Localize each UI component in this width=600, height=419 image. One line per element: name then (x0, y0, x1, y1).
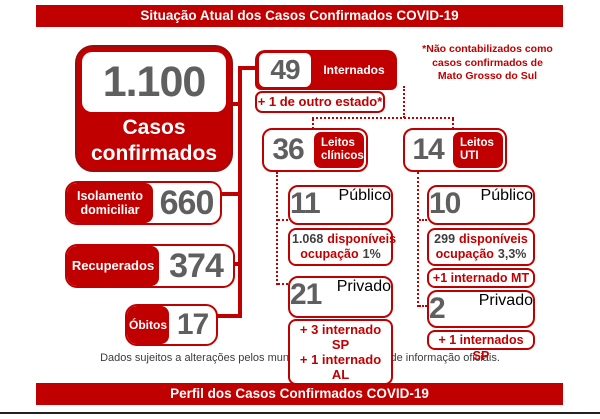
dotted-line-icu-drop (452, 119, 454, 129)
clinical-private-note-sp: + 3 internado SP (299, 322, 382, 352)
icu-beds-label: Leitos UTI (453, 132, 503, 168)
occupancy-label: ocupação (435, 247, 494, 261)
hospitalized-note: + 1 de outro estado* (255, 91, 385, 113)
icu-public-count: 10 (429, 187, 461, 220)
deaths-count: 17 (176, 308, 209, 341)
clinical-public-card: 11 Público 1.068 disponíveis ocupação 1% (288, 185, 397, 266)
dotted-branch-icu-private (419, 305, 427, 307)
footnote: *Não contabilizados como casos confirmad… (410, 43, 565, 84)
footnote-line: *Não contabilizados como (422, 43, 553, 55)
connector-line-isolation (220, 192, 240, 196)
clinical-private-note-al: + 1 internado AL (299, 352, 382, 382)
confirmed-count: 1.100 (102, 57, 207, 106)
dotted-line-clinical-column (276, 172, 278, 285)
clinical-beds-label: Leitos clínicos (314, 132, 364, 168)
deaths-label: Óbitos (127, 306, 169, 344)
footnote-line: casos confirmados de (432, 56, 543, 69)
dotted-branch-clinical-private (278, 283, 288, 285)
home-isolation-count: 660 (159, 183, 215, 222)
occupancy-label: ocupação (300, 247, 359, 261)
bottom-divider (0, 412, 600, 414)
confirmed-count-box: 1.100 (82, 52, 226, 112)
dotted-line-icu-column (417, 172, 419, 307)
recovered-count: 374 (169, 246, 224, 285)
header-banner: Situação Atual dos Casos Confirmados COV… (36, 5, 563, 27)
footnote-line: Mato Grosso do Sul (437, 70, 538, 82)
dotted-branch-icu-public (419, 219, 427, 221)
clinical-private-notes: + 3 internado SP + 1 internado AL (288, 319, 393, 385)
recovered-label: Recuperados (67, 246, 159, 286)
hospitalized-card: 49 Internados + 1 de outro estado* (255, 50, 397, 113)
recovered-card: Recuperados 374 (65, 244, 235, 288)
icu-private-label: Privado (478, 292, 533, 309)
icu-public-label: Público (480, 187, 533, 204)
occupancy-value: 3,3% (497, 247, 527, 261)
dotted-line-beds-horizontal (312, 117, 454, 119)
hospitalized-main: 49 Internados (255, 50, 397, 90)
clinical-private-card: 21 Privado + 3 internado SP + 1 internad… (288, 276, 393, 385)
hospitalized-count: 49 (270, 54, 300, 85)
connector-line-deaths (216, 314, 240, 318)
hospitalized-label: Internados (323, 63, 385, 77)
icu-public-info: 299 disponíveis ocupação 3,3% (427, 228, 535, 266)
icu-public-note: +1 internado MT (427, 268, 535, 288)
available-label: disponíveis (459, 232, 528, 246)
connector-line-confirmed (230, 102, 240, 106)
icu-private-count: 2 (429, 292, 446, 325)
confirmed-label: Casos confirmados (90, 116, 218, 165)
available-label: disponíveis (327, 232, 397, 246)
connector-line-hospitalized (242, 66, 256, 70)
confirmed-cases-card: 1.100 Casos confirmados (75, 45, 233, 172)
clinical-beds-count: 36 (272, 133, 304, 166)
dotted-line-clinical-drop (312, 119, 314, 129)
dotted-branch-clinical-public (278, 219, 288, 221)
deaths-card: Óbitos 17 (125, 304, 218, 346)
home-isolation-card: Isolamento domiciliar 660 (65, 181, 222, 225)
connector-line-recovered (233, 262, 240, 266)
connector-line-vertical (238, 66, 242, 318)
dotted-line-hospitalized-down (403, 86, 405, 118)
clinical-beds-card: 36 Leitos clínicos (262, 128, 368, 172)
clinical-public-info: 1.068 disponíveis ocupação 1% (288, 228, 397, 266)
icu-private-card: 2 Privado + 1 internados SP (427, 290, 535, 363)
available-count: 1.068 (292, 232, 324, 246)
available-count: 299 (434, 232, 456, 246)
icu-private-note: + 1 internados SP (427, 330, 535, 363)
icu-beds-count: 14 (412, 133, 444, 166)
occupancy-value: 1% (362, 247, 381, 261)
icu-beds-card: 14 Leitos UTI (403, 128, 507, 172)
clinical-private-label: Privado (336, 278, 391, 295)
clinical-public-label: Público (338, 187, 391, 204)
home-isolation-label: Isolamento domiciliar (67, 183, 153, 223)
footer-banner: Perfil dos Casos Confirmados COVID-19 (36, 383, 563, 405)
icu-public-card: 10 Público 299 disponíveis ocupação 3,3% +… (427, 185, 535, 288)
clinical-public-count: 11 (290, 187, 321, 220)
clinical-private-count: 21 (290, 278, 322, 311)
